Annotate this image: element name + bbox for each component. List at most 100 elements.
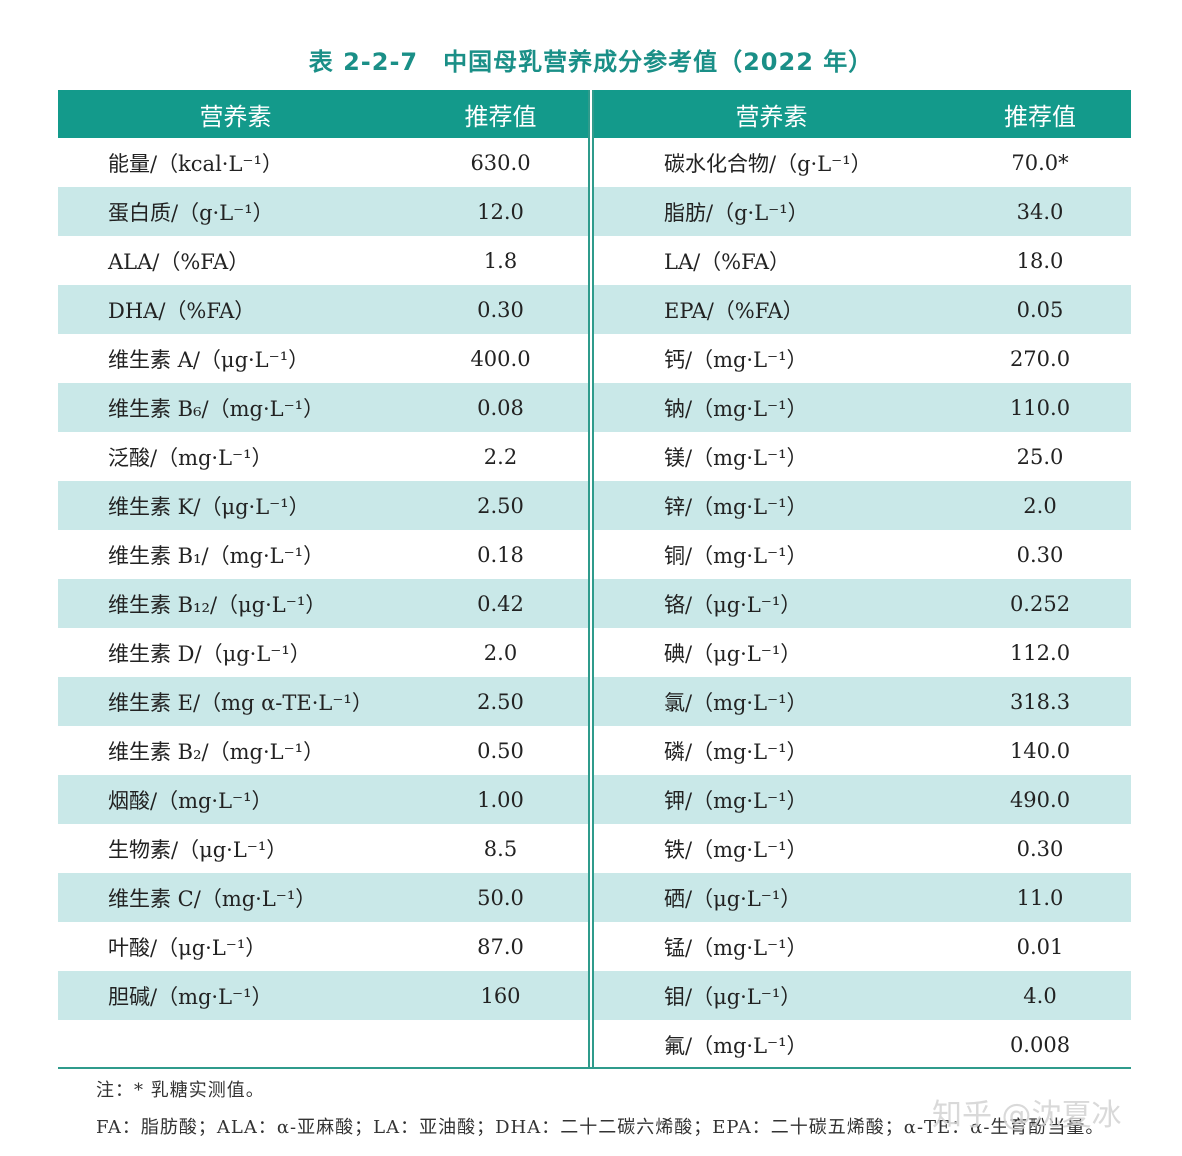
table-row: 硒/（μg·L⁻¹） 11.0 [594, 873, 1131, 922]
nutrient-name: 铁/（mg·L⁻¹） [664, 837, 808, 862]
nutrient-name: 生物素/（μg·L⁻¹） [108, 837, 288, 862]
nutrient-name: 碘/（μg·L⁻¹） [664, 641, 802, 666]
table-row: 铜/（mg·L⁻¹） 0.30 [594, 530, 1131, 579]
table-row: 铁/（mg·L⁻¹） 0.30 [594, 824, 1131, 873]
table-row: 能量/（kcal·L⁻¹） 630.0 [58, 138, 588, 187]
nutrient-value: 2.0 [1023, 493, 1057, 518]
nutrient-value: 0.42 [477, 591, 524, 616]
nutrient-name: 锰/（mg·L⁻¹） [664, 935, 808, 960]
table-row: 维生素 B₁/（mg·L⁻¹） 0.18 [58, 530, 588, 579]
table-row: LA/（%FA） 18.0 [594, 236, 1131, 285]
table-left-half: 营养素 推荐值 能量/（kcal·L⁻¹） 630.0 蛋白质/（g·L⁻¹） 12.… [58, 90, 588, 1069]
nutrient-value: 0.30 [1016, 836, 1064, 861]
nutrient-value: 8.5 [483, 836, 518, 861]
nutrient-value: 2.50 [477, 689, 524, 714]
column-divider [592, 90, 594, 1069]
nutrient-name: 维生素 B₆/（mg·L⁻¹） [108, 396, 325, 421]
nutrient-value: 70.0* [1011, 150, 1069, 175]
nutrient-name: 硒/（μg·L⁻¹） [664, 886, 802, 911]
nutrient-value: 25.0 [1016, 444, 1064, 469]
nutrient-value: 34.0 [1016, 199, 1064, 224]
nutrient-value: 2.50 [477, 493, 524, 518]
nutrient-value: 0.30 [477, 297, 524, 322]
nutrient-value: 318.3 [1009, 689, 1071, 714]
header-value: 推荐值 [1004, 102, 1076, 131]
nutrient-value: 1.8 [483, 248, 518, 273]
table-row: 胆碱/（mg·L⁻¹） 160 [58, 971, 588, 1020]
header-nutrient: 营养素 [199, 102, 272, 131]
table-right-half: 营养素 推荐值 碳水化合物/（g·L⁻¹） 70.0* 脂肪/（g·L⁻¹） 34.0… [594, 90, 1131, 1069]
table-row: 钼/（μg·L⁻¹） 4.0 [594, 971, 1131, 1020]
table-row: 锌/（mg·L⁻¹） 2.0 [594, 481, 1131, 530]
nutrient-name: 氟/（mg·L⁻¹） [664, 1033, 808, 1058]
nutrient-name: 锌/（mg·L⁻¹） [664, 494, 808, 519]
nutrient-name: 维生素 D/（μg·L⁻¹） [108, 641, 311, 666]
table-row: 镁/（mg·L⁻¹） 25.0 [594, 432, 1131, 481]
nutrient-name: 铜/（mg·L⁻¹） [664, 543, 808, 568]
column-divider [588, 90, 590, 1069]
table-row: 叶酸/（μg·L⁻¹） 87.0 [58, 922, 588, 971]
nutrient-value: 270.0 [1009, 346, 1071, 371]
nutrient-table: 营养素 推荐值 能量/（kcal·L⁻¹） 630.0 蛋白质/（g·L⁻¹） 12.… [58, 90, 1131, 1069]
table-row: 维生素 C/（mg·L⁻¹） 50.0 [58, 873, 588, 922]
nutrient-name: 能量/（kcal·L⁻¹） [108, 151, 283, 176]
table-bottom-rule [58, 1067, 1131, 1069]
nutrient-name: 钙/（mg·L⁻¹） [664, 347, 808, 372]
nutrient-name: 脂肪/（g·L⁻¹） [664, 200, 809, 225]
nutrient-value: 140.0 [1009, 738, 1071, 763]
table-row: ALA/（%FA） 1.8 [58, 236, 588, 285]
nutrient-name: 维生素 B₁₂/（μg·L⁻¹） [108, 592, 327, 617]
table-row: 维生素 K/（μg·L⁻¹） 2.50 [58, 481, 588, 530]
table-row: 钾/（mg·L⁻¹） 490.0 [594, 775, 1131, 824]
nutrient-name: 胆碱/（mg·L⁻¹） [108, 984, 273, 1009]
nutrient-name: 维生素 C/（mg·L⁻¹） [108, 886, 317, 911]
table-row: 碳水化合物/（g·L⁻¹） 70.0* [594, 138, 1131, 187]
table-note: 注：* 乳糖实测值。 [96, 1080, 265, 1101]
table-row: 铬/（μg·L⁻¹） 0.252 [594, 579, 1131, 628]
table-row [58, 1020, 588, 1069]
nutrient-value: 630.0 [470, 150, 531, 175]
nutrient-name: 烟酸/（mg·L⁻¹） [108, 788, 273, 813]
nutrient-value: 160 [480, 983, 521, 1008]
table-row: 脂肪/（g·L⁻¹） 34.0 [594, 187, 1131, 236]
table-row: 锰/（mg·L⁻¹） 0.01 [594, 922, 1131, 971]
nutrient-name: 维生素 E/（mg α-TE·L⁻¹） [108, 690, 373, 715]
nutrient-name: 氯/（mg·L⁻¹） [664, 690, 808, 715]
nutrient-value: 18.0 [1016, 248, 1064, 273]
table-row: 生物素/（μg·L⁻¹） 8.5 [58, 824, 588, 873]
table-row: 维生素 A/（μg·L⁻¹） 400.0 [58, 334, 588, 383]
table-header-left: 营养素 推荐值 [58, 90, 588, 138]
nutrient-name: 蛋白质/（g·L⁻¹） [108, 200, 274, 225]
table-row: 维生素 B₂/（mg·L⁻¹） 0.50 [58, 726, 588, 775]
nutrient-name: 镁/（mg·L⁻¹） [664, 445, 808, 470]
nutrient-value: 0.01 [1016, 934, 1064, 959]
table-row: 维生素 E/（mg α-TE·L⁻¹） 2.50 [58, 677, 588, 726]
table-header-right: 营养素 推荐值 [594, 90, 1131, 138]
table-row: 钠/（mg·L⁻¹） 110.0 [594, 383, 1131, 432]
nutrient-value: 0.18 [477, 542, 524, 567]
table-row: EPA/（%FA） 0.05 [594, 285, 1131, 334]
nutrient-value: 2.0 [483, 640, 518, 665]
nutrient-value: 2.2 [483, 444, 518, 469]
table-row: DHA/（%FA） 0.30 [58, 285, 588, 334]
nutrient-name: EPA/（%FA） [664, 298, 804, 323]
table-row: 维生素 D/（μg·L⁻¹） 2.0 [58, 628, 588, 677]
nutrient-value: 0.008 [1009, 1032, 1071, 1057]
nutrient-name: 铬/（μg·L⁻¹） [664, 592, 802, 617]
nutrient-value: 50.0 [477, 885, 524, 910]
nutrient-value: 87.0 [477, 934, 524, 959]
table-row: 泛酸/（mg·L⁻¹） 2.2 [58, 432, 588, 481]
nutrient-name: ALA/（%FA） [108, 249, 250, 274]
nutrient-value: 1.00 [477, 787, 524, 812]
nutrient-name: 磷/（mg·L⁻¹） [664, 739, 808, 764]
nutrient-value: 490.0 [1009, 787, 1071, 812]
table-row: 维生素 B₆/（mg·L⁻¹） 0.08 [58, 383, 588, 432]
nutrient-value: 0.252 [1009, 591, 1071, 616]
table-row: 氯/（mg·L⁻¹） 318.3 [594, 677, 1131, 726]
nutrient-value: 12.0 [477, 199, 524, 224]
table-title: 表 2-2-7 中国母乳营养成分参考值（2022 年） [308, 48, 874, 76]
table-row: 氟/（mg·L⁻¹） 0.008 [594, 1020, 1131, 1069]
nutrient-value: 0.08 [477, 395, 524, 420]
nutrient-name: 钼/（μg·L⁻¹） [664, 984, 802, 1009]
table-body-right: 碳水化合物/（g·L⁻¹） 70.0* 脂肪/（g·L⁻¹） 34.0 LA/（%FA）… [594, 138, 1131, 1069]
